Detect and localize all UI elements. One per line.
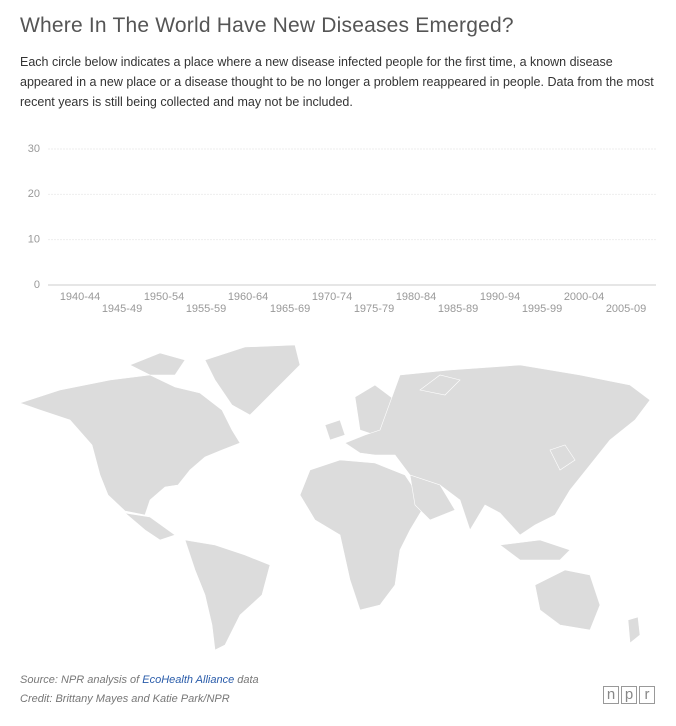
x-tick-label: 2000-04	[564, 291, 604, 303]
x-tick-label: 1985-89	[438, 303, 478, 315]
chart-subtitle: Each circle below indicates a place wher…	[20, 55, 654, 109]
y-tick-label: 30	[28, 143, 40, 155]
world-map	[19, 344, 651, 651]
logo-letter: r	[639, 686, 655, 704]
x-tick-label: 1995-99	[522, 303, 562, 315]
credit: Credit: Brittany Mayes and Katie Park/NP…	[20, 693, 230, 705]
chart-title: Where In The World Have New Diseases Eme…	[20, 14, 514, 37]
logo-letter: n	[603, 686, 619, 704]
source-prefix: Source: NPR analysis of	[20, 674, 140, 686]
x-tick-label: 1980-84	[396, 291, 436, 303]
source-suffix: data	[237, 674, 259, 686]
x-tick-label: 2005-09	[606, 303, 646, 315]
source-link[interactable]: EcoHealth Alliance	[142, 674, 235, 686]
footer: Source: NPR analysis of EcoHealth Allian…	[20, 671, 259, 709]
y-tick-label: 20	[28, 188, 40, 200]
chart: 0 10 20 30 1940-441945-491950-541955-591960-…	[28, 143, 656, 315]
logo-letter: p	[621, 686, 637, 704]
x-tick-label: 1960-64	[228, 291, 268, 303]
x-tick-label: 1955-59	[186, 303, 226, 315]
y-tick-label: 0	[34, 279, 40, 291]
x-tick-label: 1970-74	[312, 291, 352, 303]
x-tick-label: 1940-44	[60, 291, 100, 303]
source: Source: NPR analysis of EcoHealth Allian…	[20, 671, 259, 690]
x-tick-label: 1950-54	[144, 291, 184, 303]
npr-logo: n p r	[603, 686, 657, 704]
x-tick-label: 1975-79	[354, 303, 394, 315]
x-tick-label: 1990-94	[480, 291, 520, 303]
y-tick-label: 10	[28, 234, 40, 246]
x-tick-label: 1945-49	[102, 303, 142, 315]
x-tick-label: 1965-69	[270, 303, 310, 315]
